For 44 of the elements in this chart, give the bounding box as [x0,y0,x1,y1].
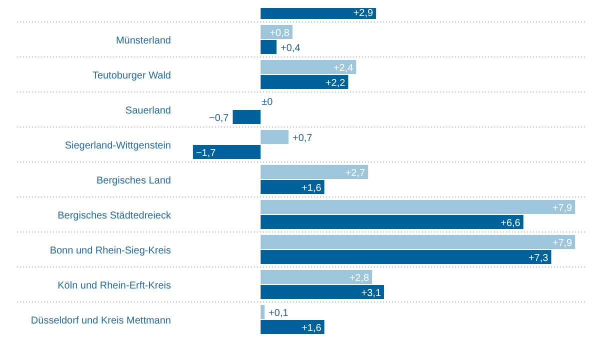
data-label: ±0 [262,97,274,108]
bar [260,130,288,144]
y-tick-label: Bergisches Städtedreieck [58,210,172,222]
data-label: +2,8 [349,273,370,284]
data-label: +0,8 [270,28,290,39]
bar [260,75,348,89]
bar [260,320,324,334]
bar [260,200,576,214]
bar [260,235,576,249]
bar [260,215,524,229]
bar [260,250,552,264]
data-label: −1,7 [196,148,216,159]
bar [260,60,356,74]
bar [260,165,368,179]
bar [260,285,384,299]
data-label: +1,6 [302,183,322,194]
bar [260,305,265,319]
data-label: +2,7 [345,168,366,179]
data-label: +6,6 [500,218,521,229]
data-label: +3,1 [361,288,382,299]
bar [260,180,324,194]
data-label: +7,9 [552,203,573,214]
data-label: +7,3 [528,253,549,264]
data-label: −0,7 [209,113,230,124]
data-label: +0,1 [268,308,289,319]
bar [232,110,261,124]
data-label: +0,7 [292,133,313,144]
y-tick-label: Münsterland [116,36,171,46]
data-label: +2,9 [353,8,374,19]
bar [260,270,372,284]
y-tick-label: Siegerland-Wittgenstein [64,140,171,152]
y-tick-label: Teutoburger Wald [92,70,171,82]
y-tick-label: Bonn und Rhein-Sieg-Kreis [50,246,171,256]
data-label: +2,4 [333,63,354,74]
y-tick-label: Köln und Rhein-Erft-Kreis [58,280,171,292]
data-label: +1,6 [302,323,322,334]
y-tick-label: Sauerland [125,106,171,116]
data-label: +7,9 [552,238,573,249]
y-tick-label: Bergisches Land [96,176,171,186]
data-label: +0,4 [280,43,301,54]
data-label: +2,2 [325,78,346,89]
y-tick-label: Düsseldorf und Kreis Mettmann [30,316,171,326]
bar [192,145,261,159]
bar [260,40,277,54]
